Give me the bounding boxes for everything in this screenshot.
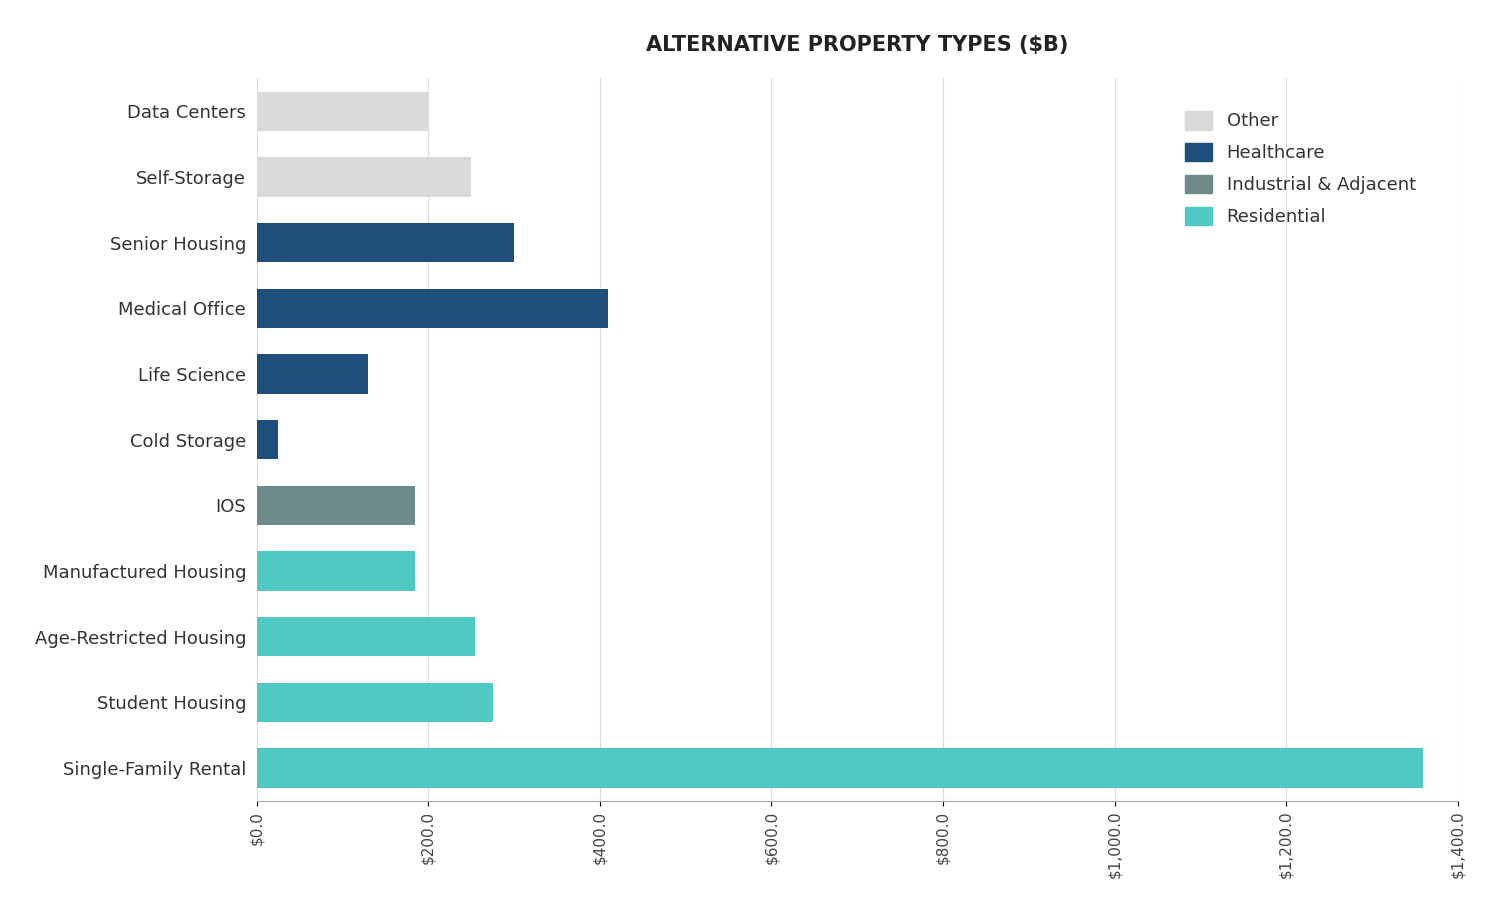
Title: ALTERNATIVE PROPERTY TYPES ($B): ALTERNATIVE PROPERTY TYPES ($B) bbox=[646, 35, 1068, 55]
Bar bbox=[256, 289, 609, 328]
Bar bbox=[256, 683, 492, 722]
Legend: Other, Healthcare, Industrial & Adjacent, Residential: Other, Healthcare, Industrial & Adjacent… bbox=[1176, 102, 1425, 236]
Bar bbox=[256, 486, 416, 525]
Bar bbox=[256, 223, 514, 262]
Bar bbox=[256, 749, 1423, 788]
Bar bbox=[256, 157, 471, 196]
Bar bbox=[256, 354, 368, 394]
Bar bbox=[256, 91, 427, 131]
Bar bbox=[256, 420, 278, 459]
Bar bbox=[256, 617, 476, 656]
Bar bbox=[256, 551, 416, 591]
